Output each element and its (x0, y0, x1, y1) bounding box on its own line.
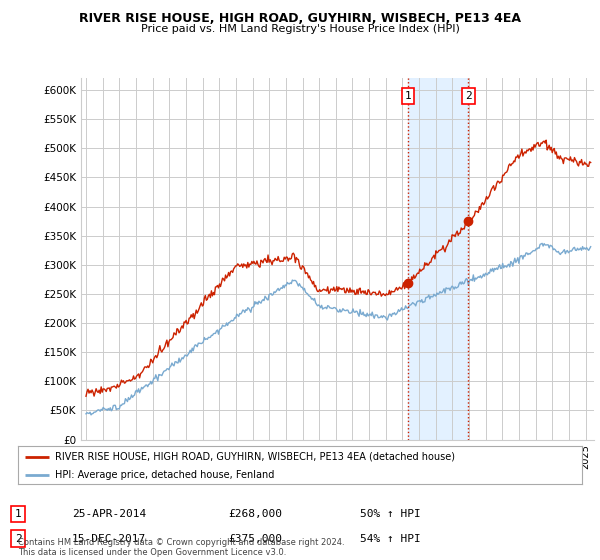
Text: £375,000: £375,000 (228, 534, 282, 544)
Text: 1: 1 (404, 91, 411, 101)
Text: RIVER RISE HOUSE, HIGH ROAD, GUYHIRN, WISBECH, PE13 4EA: RIVER RISE HOUSE, HIGH ROAD, GUYHIRN, WI… (79, 12, 521, 25)
Text: Contains HM Land Registry data © Crown copyright and database right 2024.
This d: Contains HM Land Registry data © Crown c… (18, 538, 344, 557)
Text: 15-DEC-2017: 15-DEC-2017 (72, 534, 146, 544)
Text: 54% ↑ HPI: 54% ↑ HPI (360, 534, 421, 544)
Text: HPI: Average price, detached house, Fenland: HPI: Average price, detached house, Fenl… (55, 470, 274, 480)
Text: 1: 1 (14, 509, 22, 519)
Bar (408, 78, 469, 440)
Text: £268,000: £268,000 (228, 509, 282, 519)
Text: RIVER RISE HOUSE, HIGH ROAD, GUYHIRN, WISBECH, PE13 4EA (detached house): RIVER RISE HOUSE, HIGH ROAD, GUYHIRN, WI… (55, 452, 455, 462)
Text: Price paid vs. HM Land Registry's House Price Index (HPI): Price paid vs. HM Land Registry's House … (140, 24, 460, 34)
Text: 2: 2 (465, 91, 472, 101)
Text: 25-APR-2014: 25-APR-2014 (72, 509, 146, 519)
Text: 50% ↑ HPI: 50% ↑ HPI (360, 509, 421, 519)
Text: 2: 2 (14, 534, 22, 544)
